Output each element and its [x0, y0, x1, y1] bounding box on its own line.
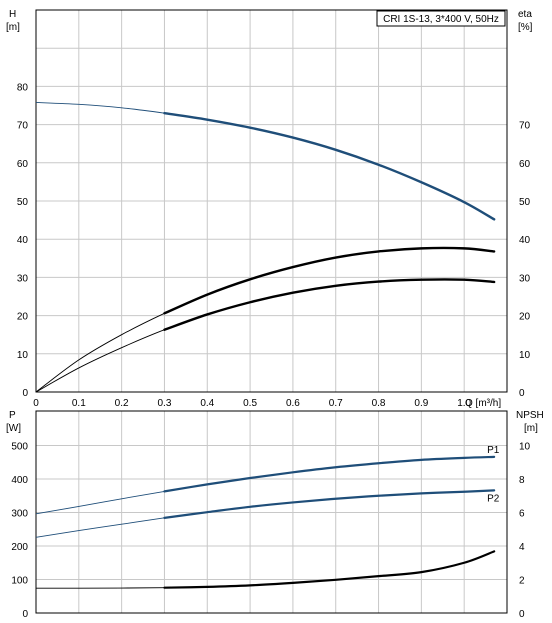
x-tick-label: 0.9 — [414, 398, 428, 409]
y-left-tick-label: 40 — [17, 235, 29, 246]
y-left-tick-label: 400 — [11, 475, 28, 486]
y-right-tick-label: 50 — [519, 197, 531, 208]
y-left-tick-label: 100 — [11, 576, 28, 587]
x-tick-label: 0.2 — [115, 398, 129, 409]
y-right-tick-label: 30 — [519, 273, 531, 284]
y-left-axis-unit: [m] — [6, 22, 20, 33]
y-right-axis-label: NPSH — [516, 410, 544, 421]
bottom-series-2-operating-range — [163, 550, 496, 589]
y-left-tick-label: 200 — [11, 542, 28, 553]
top-series-2-operating-range — [163, 278, 496, 331]
y-right-tick-label: 10 — [519, 350, 531, 361]
y-right-tick-label: 6 — [519, 509, 525, 520]
x-tick-label: 0.3 — [158, 398, 172, 409]
y-left-tick-label: 0 — [22, 609, 28, 620]
y-left-tick-label: 0 — [22, 388, 28, 399]
series-label-p2: P2 — [487, 493, 500, 504]
top-series-0-operating-range — [163, 111, 496, 221]
y-right-tick-label: 2 — [519, 576, 525, 587]
y-right-axis-label: eta — [518, 9, 532, 20]
y-right-tick-label: 4 — [519, 542, 525, 553]
y-left-tick-label: 70 — [17, 121, 29, 132]
y-right-tick-label: 0 — [519, 388, 525, 399]
y-right-tick-label: 70 — [519, 121, 531, 132]
x-tick-label: 0.5 — [243, 398, 257, 409]
bottom-plot-border — [35, 410, 508, 614]
y-right-tick-label: 0 — [519, 609, 525, 620]
top-plot-border — [35, 9, 508, 393]
y-right-tick-label: 60 — [519, 159, 531, 170]
bottom-series-1-operating-range — [163, 489, 496, 519]
x-tick-label: 0.1 — [72, 398, 86, 409]
y-right-tick-label: 20 — [519, 312, 531, 323]
y-right-axis-unit: [%] — [518, 22, 533, 33]
y-left-tick-label: 60 — [17, 159, 29, 170]
y-left-tick-label: 500 — [11, 442, 28, 453]
x-tick-label: 0.4 — [200, 398, 214, 409]
x-tick-label: 0.6 — [286, 398, 300, 409]
y-left-tick-label: 30 — [17, 273, 29, 284]
y-left-tick-label: 50 — [17, 197, 29, 208]
y-left-axis-label: H — [9, 9, 16, 20]
y-left-tick-label: 20 — [17, 312, 29, 323]
x-tick-label: 0.8 — [372, 398, 386, 409]
y-left-axis-label: P — [9, 410, 16, 421]
series-label-p1: P1 — [487, 445, 500, 456]
bottom-series-0-operating-range — [163, 455, 496, 493]
y-left-tick-label: 300 — [11, 509, 28, 520]
y-left-tick-label: 10 — [17, 350, 29, 361]
y-right-tick-label: 40 — [519, 235, 531, 246]
x-tick-label: 1.0 — [457, 398, 471, 409]
x-tick-label: 0.7 — [329, 398, 343, 409]
y-left-tick-label: 80 — [17, 82, 29, 93]
chart-title-box — [376, 10, 506, 27]
x-tick-label: 0 — [33, 398, 39, 409]
chart-title: CRI 1S-13, 3*400 V, 50Hz — [383, 14, 499, 25]
top-series-1-operating-range — [163, 246, 496, 315]
y-left-axis-unit: [W] — [6, 423, 21, 434]
y-right-tick-label: 10 — [519, 442, 531, 453]
x-axis-label: Q [m³/h] — [465, 398, 501, 409]
y-right-tick-label: 8 — [519, 475, 525, 486]
y-right-axis-unit: [m] — [524, 423, 538, 434]
